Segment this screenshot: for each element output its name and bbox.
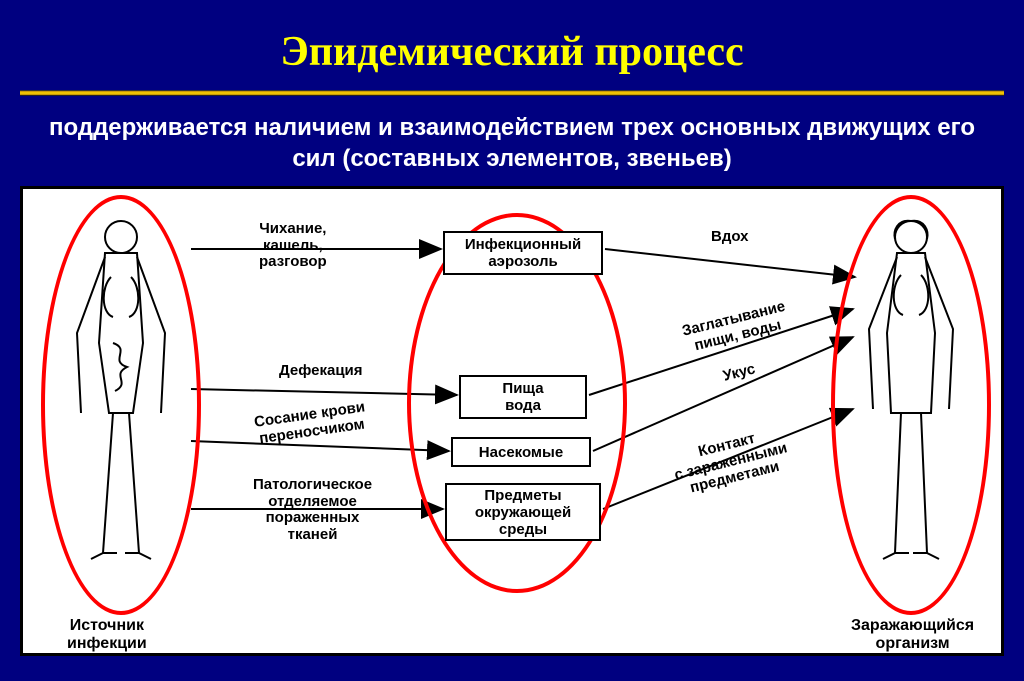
mechanism-box-objects: Предметы окружающей среды	[445, 483, 601, 541]
subtitle: поддерживается наличием и взаимодействие…	[0, 96, 1024, 186]
source-caption: Источник инфекции	[67, 617, 147, 652]
mechanism-box-insects: Насекомые	[451, 437, 591, 467]
epidemic-diagram: Источник инфекции Заражающийся организм …	[20, 186, 1004, 656]
mechanism-box-aerosol: Инфекционный аэрозоль	[443, 231, 603, 275]
edge-label: Чихание, кашель, разговор	[259, 221, 327, 271]
edge-label: Сосание крови переносчиком	[253, 400, 368, 448]
edge-label: Вдох	[711, 229, 749, 246]
edge-label: Дефекация	[279, 363, 363, 380]
edge-label: Укус	[721, 362, 757, 386]
edge-label: Патологическое отделяемое пораженных тка…	[253, 477, 372, 543]
highlight-ellipse	[41, 195, 201, 615]
recipient-caption: Заражающийся организм	[851, 617, 974, 652]
edge-label: Контакт с зараженными предметами	[669, 424, 793, 500]
page-title: Эпидемический процесс	[0, 0, 1024, 90]
edge-label: Заглатывание пищи, воды	[681, 299, 791, 357]
highlight-ellipse	[831, 195, 991, 615]
mechanism-box-food: Пища вода	[459, 375, 587, 419]
